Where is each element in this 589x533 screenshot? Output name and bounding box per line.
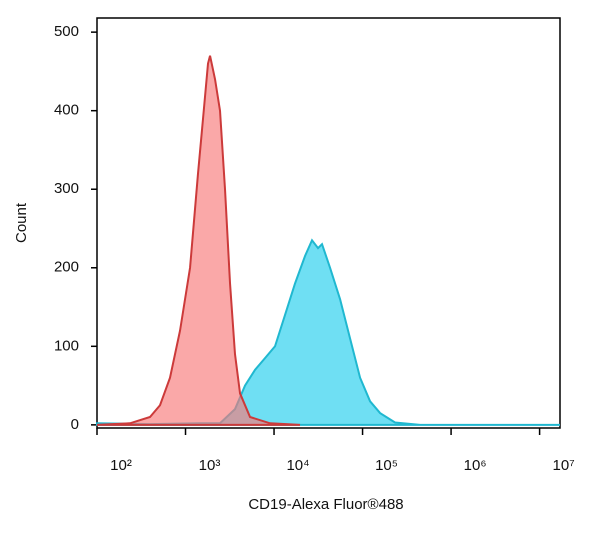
x-tick-label: 10⁴ <box>286 457 309 474</box>
histogram-area <box>96 55 301 426</box>
y-tick-label: 200 <box>54 259 79 276</box>
y-tick-label: 500 <box>54 23 79 40</box>
y-tick-label: 0 <box>71 416 79 433</box>
x-tick-label: 10⁷ <box>553 457 575 474</box>
x-tick-label: 10² <box>110 457 132 474</box>
y-tick-label: 100 <box>54 337 79 354</box>
y-tick-label: 300 <box>54 180 79 197</box>
x-tick-label: 10⁶ <box>464 457 487 474</box>
x-tick-label: 10⁵ <box>375 457 398 474</box>
x-axis-label: CD19-Alexa Fluor®488 <box>248 496 403 513</box>
x-tick-label: 10³ <box>199 457 221 474</box>
y-tick-label: 400 <box>54 102 79 119</box>
plot-frame <box>96 17 561 429</box>
y-axis-label: Count <box>13 202 30 243</box>
